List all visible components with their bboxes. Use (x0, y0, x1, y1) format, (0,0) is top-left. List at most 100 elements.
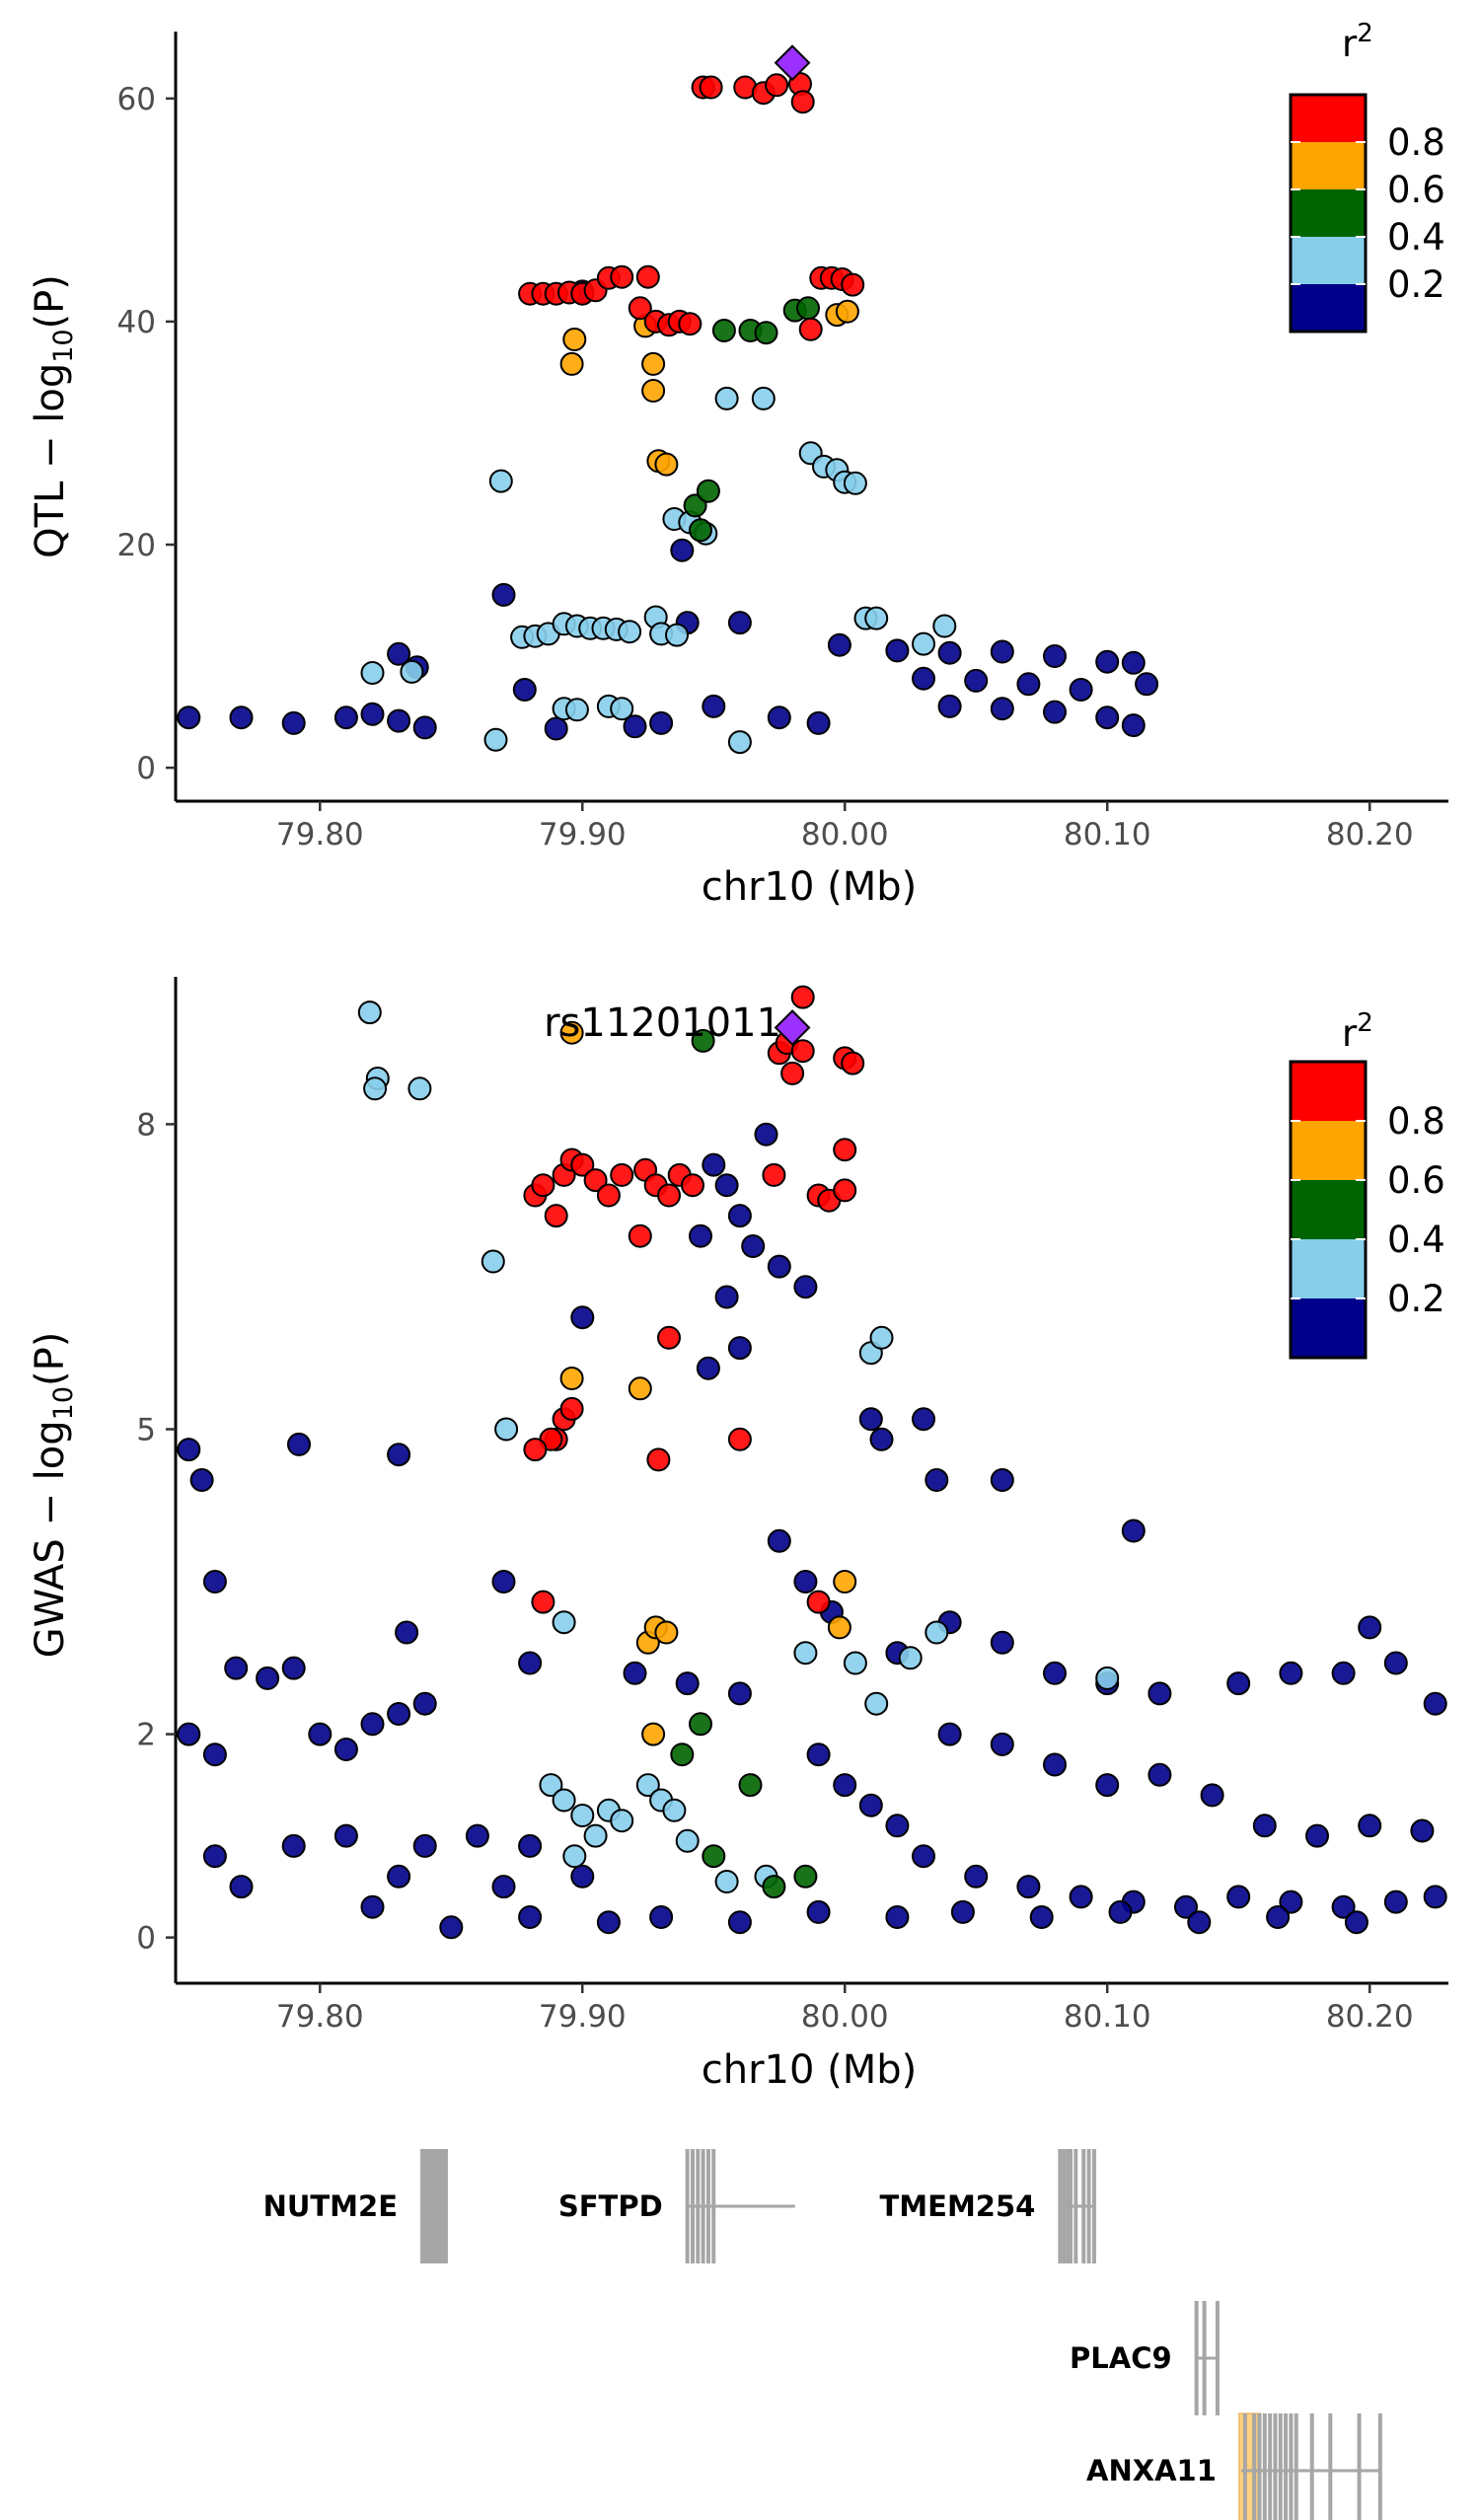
gwas-point-r2-0.0-0.2-36 (714, 1285, 739, 1309)
gwas-legend-border (1289, 1060, 1368, 1360)
gwas-y-axis-title-suffix: (P) (28, 1332, 73, 1386)
gwas-point-r2-0.4-0.6-3 (702, 1844, 726, 1869)
qtl-y-axis-title-suffix: (P) (28, 274, 73, 329)
gwas-point-r2-0.2-0.4-10 (570, 1804, 595, 1827)
gwas-point-r2-0.0-0.2-75 (964, 1864, 989, 1889)
gwas-point-r2-0.0-0.2-92 (950, 1899, 975, 1924)
qtl-y-tick-label-0: 0 (136, 751, 156, 786)
gwas-point-r2-0.2-0.4-17 (675, 1828, 700, 1853)
gwas-point-r2-0.8-1.0-14 (544, 1204, 568, 1228)
qtl-point-r2-0.0-0.2-17 (1016, 672, 1041, 697)
gwas-point-r2-0.0-0.2-13 (360, 1712, 385, 1737)
qtl-y-axis-title-sub: 10 (48, 329, 79, 362)
gene-label-SFTPD: SFTPD (558, 2189, 663, 2223)
gwas-point-r2-0.0-0.2-69 (1410, 1818, 1435, 1843)
gwas-point-r2-0.2-0.4-11 (583, 1823, 608, 1848)
gwas-point-r2-0.8-1.0-3 (790, 1039, 815, 1064)
qtl-point-r2-0.0-0.2-7 (512, 678, 537, 702)
gwas-point-r2-0.0-0.2-2 (202, 1570, 227, 1594)
gwas-point-r2-0.0-0.2-79 (1174, 1894, 1198, 1919)
gwas-point-r2-0.0-0.2-54 (1226, 1671, 1251, 1696)
gwas-point-r2-0.0-0.2-22 (412, 1833, 437, 1858)
gwas-legend-title-main: r (1342, 1012, 1358, 1055)
qtl-point-r2-0.0-0.2-35 (360, 702, 385, 726)
gwas-point-r2-0.0-0.2-58 (1383, 1651, 1408, 1675)
qtl-legend-swatch-1 (1291, 142, 1366, 189)
gwas-legend-swatch-1 (1291, 1121, 1366, 1180)
qtl-point-r2-0.4-0.6-7 (689, 518, 712, 543)
qtl-point-r2-0.0-0.2-23 (1095, 705, 1120, 730)
qtl-legend: r2 0.8 0.6 0.40.2 (1289, 19, 1445, 334)
gwas-point-r2-0.8-1.0-36 (806, 1590, 831, 1614)
gwas-point-r2-0.8-1.0-31 (559, 1396, 584, 1421)
gwas-x-tick-label-1: 79.90 (539, 1999, 627, 2035)
qtl-y-axis-title: QTL − log10(P) (28, 274, 79, 558)
qtl-legend-title: r2 (1342, 19, 1373, 65)
gwas-legend-swatch-4 (1291, 1298, 1366, 1358)
qtl-legend-swatch-3 (1291, 237, 1366, 284)
gwas-point-r2-0.0-0.2-80 (1226, 1885, 1251, 1909)
gwas-point-r2-0.4-0.6-5 (762, 1875, 786, 1899)
gwas-point-r2-0.0-0.2-18 (281, 1833, 306, 1858)
gwas-point-r2-0.0-0.2-50 (990, 1630, 1014, 1655)
gwas-point-r2-0.0-0.2-83 (1383, 1890, 1408, 1914)
gwas-point-r2-0.0-0.2-60 (937, 1722, 962, 1746)
qtl-point-r2-0.0-0.2-26 (767, 705, 791, 730)
gwas-point-r2-0.8-1.0-4 (780, 1061, 805, 1085)
gwas-point-r2-0.6-0.8-2 (628, 1376, 652, 1401)
qtl-points-layer (177, 72, 1159, 755)
gwas-point-r2-0.0-0.2-55 (1279, 1661, 1303, 1685)
gwas-point-r2-0.6-0.8-7 (833, 1570, 857, 1594)
gwas-y-tick-label-3: 8 (136, 1107, 156, 1143)
qtl-point-r2-0.2-0.4-1 (714, 386, 739, 410)
gwas-point-r2-0.0-0.2-45 (767, 1528, 791, 1553)
gwas-point-r2-0.0-0.2-74 (912, 1844, 935, 1869)
gwas-point-r2-0.0-0.2-102 (727, 1681, 752, 1706)
gwas-point-r2-0.0-0.2-16 (202, 1844, 227, 1869)
gwas-point-r2-0.2-0.4-23 (898, 1646, 923, 1670)
qtl-point-r2-0.0-0.2-20 (937, 694, 962, 718)
gwas-point-r2-0.0-0.2-94 (1108, 1899, 1133, 1924)
qtl-point-r2-0.4-0.6-0 (711, 319, 736, 342)
qtl-y-axis-title-prefix: QTL − log (28, 363, 73, 558)
qtl-point-r2-0.8-1.0-15 (628, 296, 652, 321)
qtl-point-r2-0.2-0.4-0 (488, 469, 513, 493)
gwas-point-r2-0.0-0.2-89 (727, 1910, 752, 1935)
gwas-point-r2-0.0-0.2-4 (387, 1443, 411, 1467)
gwas-point-r2-0.0-0.2-44 (1121, 1519, 1146, 1543)
gwas-point-r2-0.8-1.0-0 (790, 985, 815, 1009)
gwas-point-r2-0.0-0.2-35 (689, 1223, 712, 1248)
gwas-point-r2-0.8-1.0-6 (841, 1051, 865, 1075)
gwas-lead-snp-marker (774, 1009, 811, 1046)
gwas-y-tick-label-1: 2 (136, 1718, 156, 1753)
qtl-x-tick-label-3: 80.10 (1064, 817, 1151, 852)
qtl-x-tick-label-0: 79.80 (276, 817, 364, 852)
qtl-point-r2-0.8-1.0-21 (798, 317, 823, 341)
gwas-point-r2-0.4-0.6-1 (670, 1742, 695, 1767)
qtl-y-tick-label-2: 40 (117, 305, 156, 340)
gwas-point-r2-0.0-0.2-66 (1252, 1814, 1277, 1838)
gwas-x-tick-label-4: 80.20 (1326, 1999, 1414, 2035)
qtl-point-r2-0.6-0.8-4 (641, 379, 666, 403)
qtl-point-r2-0.0-0.2-32 (281, 710, 306, 735)
gwas-point-r2-0.0-0.2-21 (387, 1864, 411, 1889)
qtl-point-r2-0.6-0.8-1 (559, 351, 584, 376)
gwas-point-r2-0.0-0.2-82 (1331, 1894, 1356, 1919)
gwas-y-axis-title-sub: 10 (48, 1386, 79, 1420)
gene-track: NUTM2E SFTPD TMEM254 PLAC9 ANXA11 (263, 2149, 1382, 2520)
gwas-point-r2-0.0-0.2-85 (439, 1915, 464, 1940)
gwas-point-r2-0.0-0.2-76 (1016, 1875, 1041, 1899)
qtl-point-r2-0.0-0.2-29 (623, 714, 647, 739)
gwas-point-r2-0.0-0.2-5 (395, 1620, 419, 1645)
gwas-axes: 79.80 79.90 80.00 80.10 80.20 0 2 5 8 (136, 977, 1448, 2035)
gwas-point-r2-0.0-0.2-90 (806, 1899, 831, 1924)
qtl-point-r2-0.0-0.2-15 (912, 666, 935, 691)
qtl-x-tick-label-4: 80.20 (1326, 817, 1414, 852)
gwas-legend-title-sup: 2 (1357, 1008, 1373, 1038)
gwas-point-r2-0.2-0.4-9 (562, 1844, 587, 1869)
gwas-point-r2-0.8-1.0-35 (727, 1427, 752, 1451)
gwas-point-r2-0.2-0.4-26 (714, 1870, 739, 1893)
qtl-legend-label-1: 0.6 (1387, 169, 1445, 211)
qtl-point-r2-0.0-0.2-25 (702, 694, 726, 718)
qtl-point-r2-0.0-0.2-37 (412, 715, 437, 740)
